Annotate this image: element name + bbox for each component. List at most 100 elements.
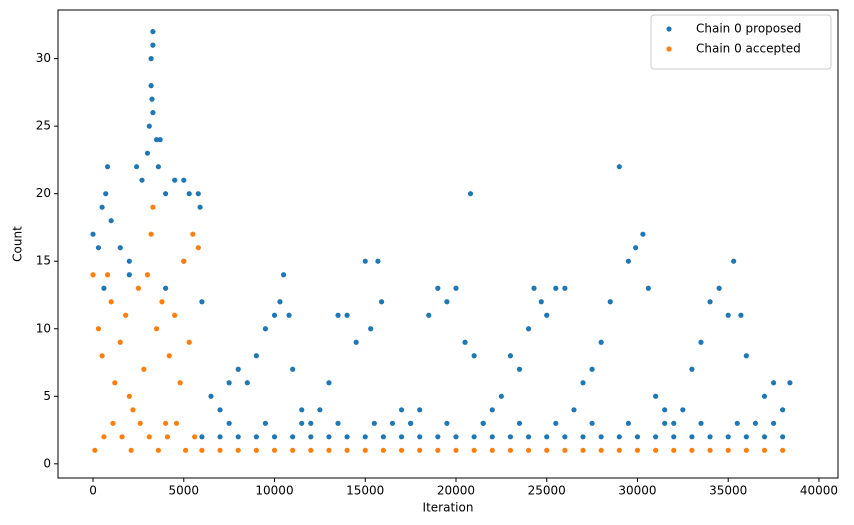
point <box>368 326 374 332</box>
point <box>163 285 169 291</box>
point <box>99 204 105 210</box>
legend-marker <box>666 26 672 32</box>
point <box>507 434 514 440</box>
point <box>181 258 187 264</box>
point <box>163 420 169 426</box>
point <box>326 434 332 440</box>
point <box>286 312 292 318</box>
point <box>787 380 793 386</box>
point <box>137 420 143 426</box>
point <box>698 420 704 426</box>
point <box>326 447 332 453</box>
point <box>435 447 441 453</box>
point <box>725 447 731 453</box>
point <box>157 137 163 143</box>
point <box>525 434 532 440</box>
point <box>743 353 749 359</box>
point <box>462 339 468 345</box>
point <box>192 434 198 440</box>
point <box>155 164 161 170</box>
point <box>553 285 559 291</box>
point <box>126 258 132 264</box>
point <box>525 447 532 453</box>
point <box>498 393 504 399</box>
point <box>743 434 749 440</box>
point <box>104 164 111 170</box>
point <box>290 434 296 440</box>
point <box>172 312 178 318</box>
point <box>634 434 641 440</box>
point <box>598 339 604 345</box>
point <box>471 434 477 440</box>
x-tick-label: 10000 <box>255 484 293 498</box>
point <box>598 447 604 453</box>
point <box>426 312 432 318</box>
point <box>290 366 296 372</box>
point <box>634 447 641 453</box>
point <box>146 434 152 440</box>
point <box>90 231 96 237</box>
point <box>671 447 677 453</box>
point <box>707 434 713 440</box>
point <box>589 366 595 372</box>
point <box>780 407 786 413</box>
point <box>662 420 668 426</box>
legend-marker <box>666 46 672 52</box>
point <box>173 420 180 426</box>
point <box>217 434 223 440</box>
point <box>335 312 341 318</box>
point <box>453 285 459 291</box>
point <box>217 407 223 413</box>
point <box>738 312 744 318</box>
point <box>616 447 622 453</box>
point <box>104 272 111 278</box>
x-axis-label: Iteration <box>423 501 474 515</box>
y-tick-label: 5 <box>43 389 51 403</box>
point <box>308 420 314 426</box>
point <box>580 380 586 386</box>
point <box>467 191 474 197</box>
point <box>119 434 125 440</box>
point <box>177 380 183 386</box>
point <box>90 272 96 278</box>
point <box>95 245 102 251</box>
y-tick-label: 0 <box>43 456 51 470</box>
point <box>144 272 151 278</box>
point <box>770 380 777 386</box>
point <box>398 447 405 453</box>
point <box>128 447 134 453</box>
point <box>166 353 172 359</box>
legend-box <box>650 14 832 70</box>
point <box>126 272 132 278</box>
point <box>380 447 386 453</box>
point <box>344 312 350 318</box>
point <box>562 285 568 291</box>
point <box>126 393 132 399</box>
point <box>150 110 156 116</box>
point <box>159 299 165 305</box>
point <box>335 420 341 426</box>
point <box>164 434 171 440</box>
point <box>716 285 722 291</box>
point <box>130 407 136 413</box>
point <box>117 339 123 345</box>
point <box>123 312 129 318</box>
point <box>417 434 423 440</box>
point <box>453 447 459 453</box>
point <box>680 407 686 413</box>
point <box>378 299 385 305</box>
point <box>163 191 169 197</box>
point <box>148 231 154 237</box>
point <box>653 434 659 440</box>
point <box>653 447 659 453</box>
point <box>507 447 514 453</box>
point <box>734 420 740 426</box>
y-tick-label: 10 <box>36 321 51 335</box>
point <box>244 380 250 386</box>
x-tick-label: 40000 <box>800 484 838 498</box>
point <box>662 407 668 413</box>
point <box>186 191 192 197</box>
point <box>144 150 151 156</box>
point <box>226 420 232 426</box>
point <box>181 177 187 183</box>
